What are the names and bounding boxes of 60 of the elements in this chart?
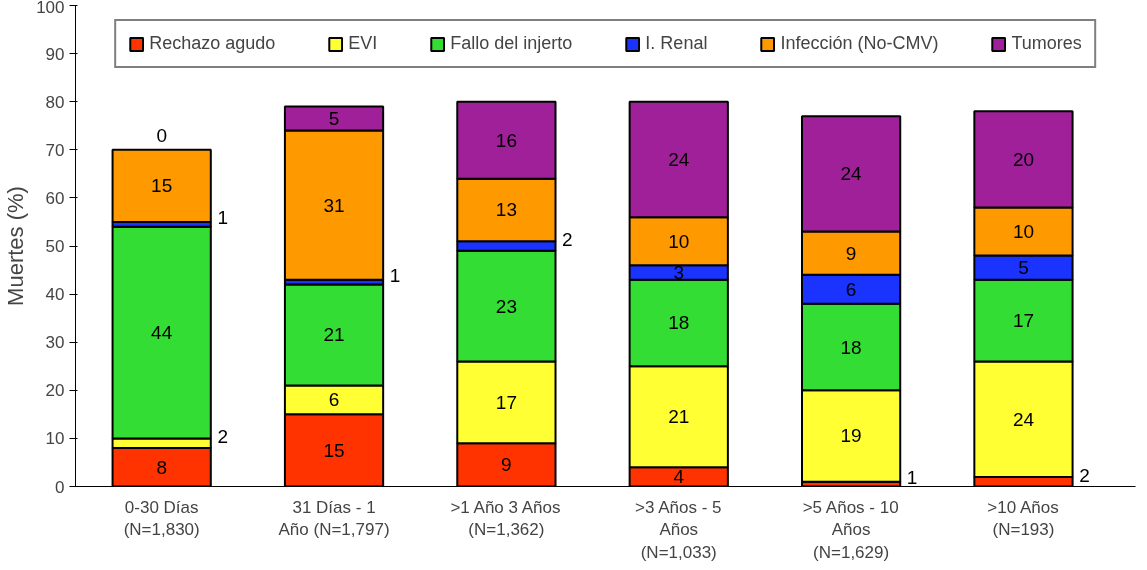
data-label: 1	[217, 207, 228, 229]
x-tick-label: >3 Años - 5 Años (N=1,033)	[635, 497, 722, 563]
y-tick-label: 80	[45, 92, 65, 112]
legend-label: Tumores	[1011, 33, 1082, 54]
data-label: 24	[1012, 408, 1035, 430]
data-label: 31	[323, 194, 345, 216]
data-label: 2	[217, 426, 228, 448]
y-tick-label: 90	[45, 44, 65, 64]
y-axis-title: Muertes (%)	[3, 186, 29, 306]
data-label: 23	[495, 295, 517, 317]
data-label: 5	[1018, 257, 1029, 279]
x-tick-label: >10 Años (N=193)	[987, 497, 1059, 540]
data-label: 6	[845, 278, 857, 300]
data-label: 13	[495, 199, 517, 221]
data-label: 24	[668, 148, 690, 170]
data-label: 21	[668, 406, 690, 428]
y-tick-label: 10	[45, 429, 65, 449]
x-tick-label: >1 Año 3 Años (N=1,362)	[450, 497, 561, 540]
y-tick-label: 70	[45, 140, 65, 160]
legend-label: Fallo del injerto	[450, 33, 573, 54]
data-label: 10	[668, 230, 690, 252]
data-label: 17	[495, 391, 517, 413]
data-label: 2	[562, 229, 573, 250]
y-tick-label: 100	[36, 0, 65, 17]
y-tick-label: 40	[45, 285, 65, 305]
x-tick-label: 31 Días - 1 Año (N=1,797)	[278, 497, 390, 540]
data-label: 17	[1012, 310, 1035, 332]
data-label: 18	[668, 312, 690, 334]
data-label: 18	[840, 336, 862, 358]
data-label: 21	[323, 324, 345, 346]
data-label: 19	[840, 425, 862, 447]
legend-label: I. Renal	[645, 33, 708, 54]
legend-label: Rechazo agudo	[149, 33, 276, 54]
y-tick-label: 20	[45, 381, 65, 401]
data-label: 5	[328, 108, 340, 130]
data-label: 8	[156, 456, 167, 478]
data-label: 1	[906, 467, 918, 489]
legend-label: Infección (No-CMV)	[780, 33, 939, 54]
data-label: 3	[673, 261, 685, 283]
data-label: 15	[151, 175, 173, 197]
y-tick-label: 30	[45, 333, 65, 353]
y-tick-label: 60	[45, 188, 65, 208]
data-label: 20	[1012, 148, 1035, 170]
y-tick-label: 50	[45, 237, 65, 256]
data-label: 4	[673, 466, 685, 488]
data-label: 15	[323, 439, 345, 461]
data-label: 6	[328, 389, 340, 411]
data-label: 44	[151, 322, 173, 344]
x-tick-label: >5 Años - 10 Años (N=1,629)	[802, 497, 899, 563]
data-label: 2	[1079, 464, 1090, 486]
x-tick-label: 0-30 Días (N=1,830)	[123, 497, 200, 540]
data-label: 24	[840, 163, 863, 185]
legend-label: EVI	[348, 33, 378, 54]
data-label: 9	[845, 242, 857, 264]
data-label: 10	[1012, 221, 1035, 243]
data-label: 1	[389, 265, 401, 287]
data-label: 0	[156, 125, 167, 147]
data-label: 9	[501, 454, 512, 476]
data-label: 16	[495, 129, 517, 151]
y-tick-label: 0	[55, 477, 65, 497]
